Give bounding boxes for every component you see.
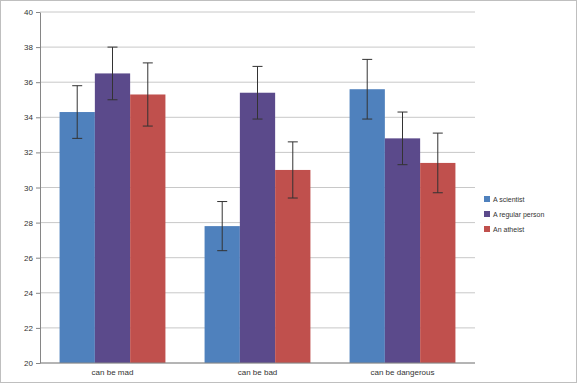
error-bar-line — [288, 142, 298, 198]
error-bar — [433, 133, 443, 193]
tick-mark — [36, 188, 40, 189]
tick-mark — [36, 363, 40, 364]
bar — [385, 138, 420, 363]
tick-mark — [36, 328, 40, 329]
bar — [130, 94, 165, 363]
bar — [240, 93, 275, 363]
error-bar-line — [398, 112, 408, 165]
series — [60, 59, 385, 363]
tick-mark — [36, 152, 40, 153]
grid-line — [40, 47, 475, 48]
error-bar-line — [72, 86, 82, 139]
tick-mark — [36, 82, 40, 83]
tick-label: 34 — [24, 113, 33, 122]
bar — [275, 170, 310, 363]
tick-label: 20 — [24, 359, 33, 368]
error-bar — [143, 63, 153, 126]
error-bar-line — [143, 63, 153, 126]
bar — [350, 89, 385, 363]
legend-swatch — [484, 211, 490, 217]
grid-line — [40, 12, 475, 13]
tick-mark — [36, 12, 40, 13]
error-bar — [72, 86, 82, 139]
error-bar-line — [108, 47, 118, 100]
error-bar — [108, 47, 118, 100]
error-bar — [288, 142, 298, 198]
tick: 34 — [24, 113, 40, 122]
tick-label: 22 — [24, 324, 33, 333]
axis-line — [40, 13, 41, 364]
tick-label: 38 — [24, 43, 33, 52]
legend: A scientist A regular person An atheist — [484, 196, 544, 233]
error-bar — [398, 112, 408, 165]
legend-swatch — [484, 226, 490, 232]
tick: can be dangerous — [370, 363, 434, 377]
tick: 24 — [24, 289, 40, 298]
bar — [95, 73, 130, 363]
chart-frame — [1, 1, 577, 383]
legend-item: A scientist — [484, 196, 525, 203]
legend-label: An atheist — [493, 226, 524, 233]
tick-mark — [36, 117, 40, 118]
tick-label: 28 — [24, 219, 33, 228]
legend-label: A regular person — [493, 211, 544, 219]
x-axis: can be mad can be bad can be dangerous — [40, 363, 475, 377]
plot-area — [60, 47, 456, 363]
tick: can be mad — [92, 363, 134, 377]
tick-label: 40 — [24, 8, 33, 17]
grid — [40, 12, 475, 363]
error-bar-line — [253, 66, 263, 119]
tick: 36 — [24, 78, 40, 87]
error-bar-line — [433, 133, 443, 193]
tick-label: 26 — [24, 254, 33, 263]
axis-line — [40, 363, 475, 364]
tick: can be bad — [238, 363, 278, 377]
series — [95, 47, 420, 363]
tick-mark — [36, 223, 40, 224]
tick: 38 — [24, 43, 40, 52]
tick: 20 — [24, 359, 40, 368]
error-bar — [362, 59, 372, 119]
tick-label: 36 — [24, 78, 33, 87]
tick-label: can be bad — [238, 368, 278, 377]
tick: 40 — [24, 8, 40, 17]
tick-mark — [36, 293, 40, 294]
tick-label: 30 — [24, 184, 33, 193]
tick: 32 — [24, 148, 40, 157]
grid-line — [40, 363, 475, 364]
bar — [60, 112, 95, 363]
legend-swatch — [484, 196, 490, 202]
tick-mark — [36, 258, 40, 259]
y-axis: 20 22 24 26 28 30 32 34 36 38 40 — [24, 8, 40, 368]
error-bar-line — [362, 59, 372, 119]
chart: 20 22 24 26 28 30 32 34 36 38 40 can be mad can be b… — [0, 0, 577, 383]
error-bar — [253, 66, 263, 119]
error-bar — [217, 202, 227, 251]
legend-item: An atheist — [484, 226, 524, 233]
tick: 26 — [24, 254, 40, 263]
tick-label: 24 — [24, 289, 33, 298]
tick: 28 — [24, 219, 40, 228]
tick-mark — [36, 47, 40, 48]
tick: 22 — [24, 324, 40, 333]
tick-label: 32 — [24, 148, 33, 157]
tick-label: can be dangerous — [370, 368, 434, 377]
legend-item: A regular person — [484, 211, 544, 219]
tick: 30 — [24, 184, 40, 193]
legend-label: A scientist — [493, 196, 525, 203]
error-bar-line — [217, 202, 227, 251]
series — [130, 63, 455, 363]
tick-label: can be mad — [92, 368, 134, 377]
